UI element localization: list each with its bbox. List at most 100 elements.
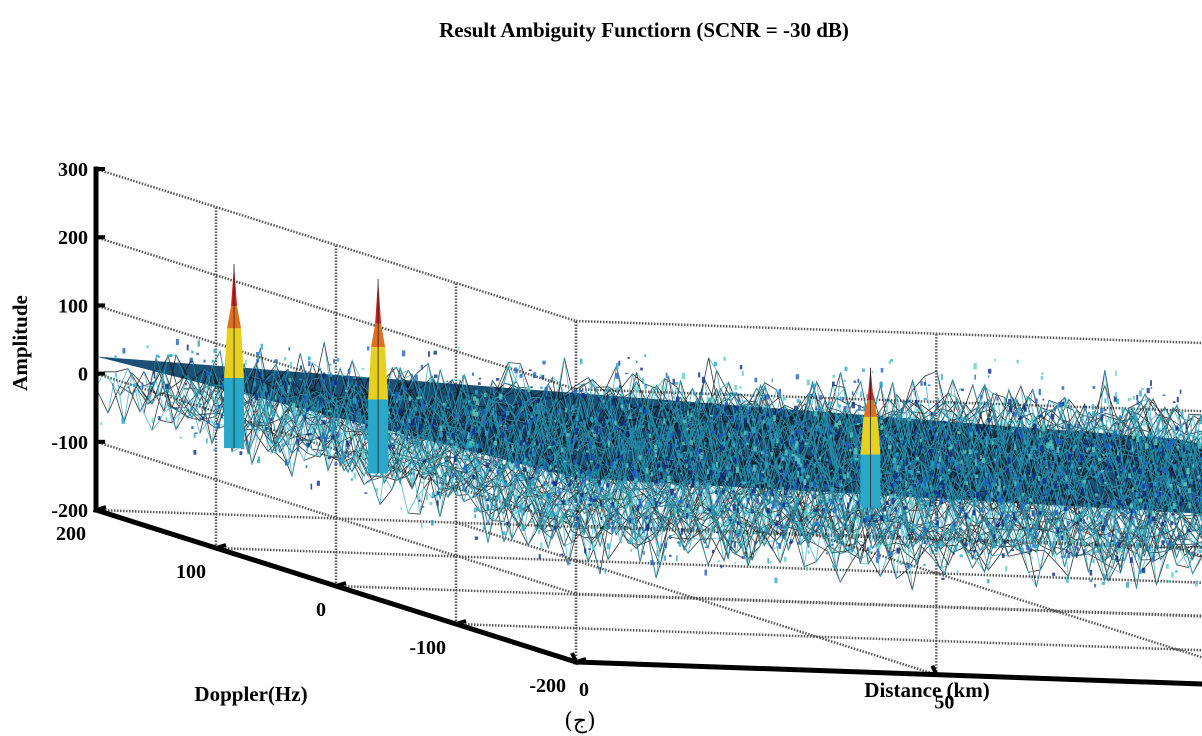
surface-speckle (765, 454, 769, 457)
surface-speckle (396, 398, 399, 403)
surface-speckle (687, 410, 689, 416)
surface-speckle (1150, 482, 1154, 488)
surface-speckle (1119, 426, 1122, 430)
surface-speckle (978, 538, 982, 542)
surface-speckle (1127, 427, 1130, 431)
surface-speckle (933, 490, 938, 494)
surface-speckle (971, 541, 974, 545)
figure-caption: (ج) (564, 709, 595, 734)
surface-speckle (645, 430, 648, 433)
surface-speckle (1065, 475, 1068, 482)
surface-speckle (1121, 496, 1125, 500)
surface-speckle (649, 494, 652, 496)
surface-speckle (658, 501, 662, 504)
surface-speckle (1108, 533, 1112, 538)
surface-speckle (813, 411, 817, 417)
surface-speckle (274, 395, 277, 400)
surface-speckle (1061, 425, 1064, 430)
surface-speckle (713, 361, 717, 367)
surface-speckle (800, 429, 804, 436)
surface-speckle (394, 391, 397, 396)
surface-speckle (1100, 474, 1103, 477)
surface-speckle (492, 407, 494, 413)
surface-speckle (795, 441, 799, 447)
surface-speckle (871, 371, 874, 373)
surface-speckle (520, 475, 524, 480)
surface-speckle (552, 486, 555, 491)
surface-speckle (688, 422, 692, 427)
surface-speckle (597, 397, 601, 402)
z-tick-label: 300 (58, 159, 88, 181)
surface-speckle (511, 445, 514, 452)
surface-speckle (937, 468, 940, 471)
surface-speckle (991, 440, 994, 446)
surface-speckle (668, 443, 670, 449)
surface-speckle (471, 372, 475, 376)
surface-speckle (755, 498, 760, 504)
surface-speckle (1114, 391, 1118, 398)
surface-speckle (781, 456, 785, 461)
surface-speckle (893, 494, 897, 498)
surface-speckle (609, 461, 613, 467)
surface-speckle (565, 476, 569, 479)
surface-speckle (970, 495, 973, 498)
surface-speckle (697, 462, 699, 468)
surface-speckle (990, 438, 994, 442)
surface-speckle (1044, 437, 1048, 443)
surface-speckle (732, 490, 735, 493)
surface-speckle (1156, 490, 1159, 496)
surface-speckle (753, 417, 756, 422)
surface-speckle (507, 462, 512, 465)
surface-speckle (690, 412, 693, 418)
surface-speckle (1155, 492, 1157, 498)
surface-speckle (854, 421, 857, 424)
surface-speckle (1064, 402, 1067, 409)
surface-speckle (1027, 420, 1031, 423)
surface-speckle (654, 479, 658, 484)
surface-speckle (795, 460, 798, 467)
surface-speckle (1092, 411, 1096, 417)
surface-speckle (334, 367, 337, 370)
surface-speckle (359, 398, 362, 402)
surface-speckle (794, 430, 796, 436)
surface-speckle (1083, 510, 1087, 514)
surface-speckle (342, 415, 345, 418)
surface-speckle (785, 471, 788, 478)
surface-speckle (442, 456, 446, 459)
surface-speckle (472, 396, 477, 401)
surface-speckle (992, 534, 996, 540)
surface-speckle (506, 411, 510, 416)
surface-speckle (880, 454, 883, 458)
surface-speckle (936, 513, 939, 518)
surface-speckle (796, 399, 800, 403)
surface-speckle (310, 483, 313, 490)
surface-speckle (684, 458, 688, 461)
surface-speckle (626, 462, 629, 468)
surface-speckle (1089, 569, 1093, 576)
surface-speckle (958, 501, 962, 505)
surface-speckle (1132, 406, 1135, 411)
surface-speckle (310, 382, 314, 385)
surface-speckle (948, 446, 952, 450)
surface-speckle (358, 408, 361, 414)
surface-speckle (678, 499, 683, 504)
surface-speckle (1148, 499, 1151, 502)
surface-speckle (654, 451, 657, 458)
surface-speckle (976, 554, 980, 557)
surface-speckle (430, 519, 434, 526)
surface-speckle (995, 523, 1000, 527)
surface-speckle (517, 496, 521, 499)
surface-speckle (501, 431, 505, 439)
surface-speckle (664, 471, 667, 475)
surface-speckle (1197, 475, 1201, 479)
surface-speckle (975, 499, 978, 505)
surface-speckle (1042, 398, 1045, 401)
surface-speckle (1142, 490, 1146, 497)
surface-speckle (701, 376, 705, 384)
surface-speckle (814, 485, 817, 487)
surface-speckle (608, 436, 612, 441)
surface-speckle (605, 525, 609, 529)
surface-speckle (399, 437, 402, 441)
surface-speckle (667, 399, 671, 403)
surface-speckle (1123, 513, 1125, 518)
